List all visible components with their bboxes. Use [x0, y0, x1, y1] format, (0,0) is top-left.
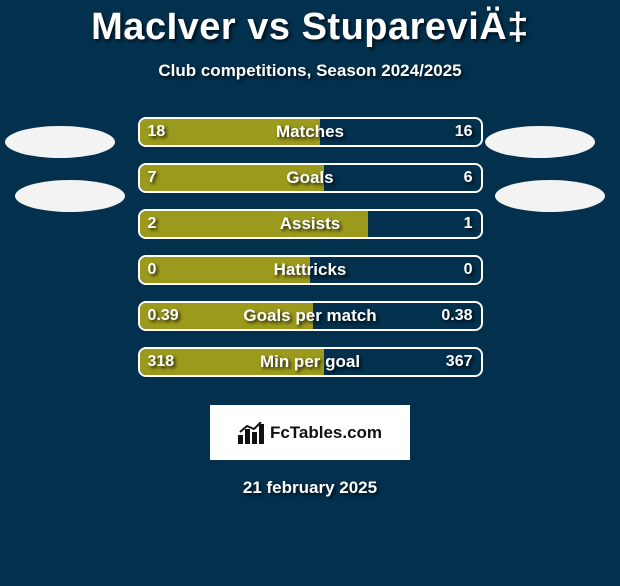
stat-row: Matches1816 — [138, 117, 483, 147]
stat-bar-track — [138, 117, 483, 147]
stat-row: Hattricks00 — [138, 255, 483, 285]
stat-row: Min per goal318367 — [138, 347, 483, 377]
stat-bar-track — [138, 255, 483, 285]
stat-bar-track — [138, 347, 483, 377]
stat-bar-fill — [140, 303, 314, 329]
subtitle: Club competitions, Season 2024/2025 — [0, 61, 620, 81]
stat-row: Goals per match0.390.38 — [138, 301, 483, 331]
stat-bar-fill — [140, 211, 368, 237]
stat-row: Goals76 — [138, 163, 483, 193]
brand-text: FcTables.com — [270, 423, 382, 443]
stat-bar-track — [138, 301, 483, 331]
stat-row: Assists21 — [138, 209, 483, 239]
stat-bar-fill — [140, 165, 324, 191]
stat-bar-fill — [140, 119, 321, 145]
date-label: 21 february 2025 — [0, 478, 620, 498]
player-avatar-placeholder — [485, 126, 595, 158]
brand-box: FcTables.com — [210, 405, 410, 460]
player-avatar-placeholder — [495, 180, 605, 212]
stat-bar-track — [138, 163, 483, 193]
stat-bar-fill — [140, 349, 324, 375]
player-avatar-placeholder — [15, 180, 125, 212]
page-title: MacIver vs StupareviÄ‡ — [0, 6, 620, 49]
player-avatar-placeholder — [5, 126, 115, 158]
brand-chart-icon — [238, 422, 264, 444]
stat-bar-fill — [140, 257, 311, 283]
stat-bar-track — [138, 209, 483, 239]
